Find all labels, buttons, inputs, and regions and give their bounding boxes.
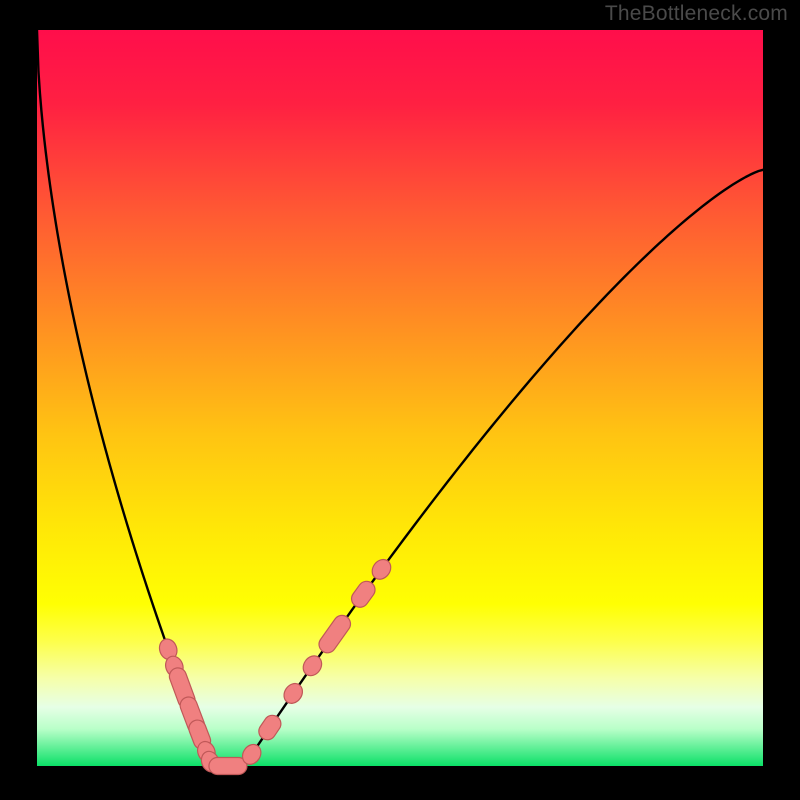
plot-area xyxy=(37,30,763,766)
watermark-text: TheBottleneck.com xyxy=(605,2,788,26)
chart-stage: TheBottleneck.com xyxy=(0,0,800,800)
marker xyxy=(209,758,247,775)
chart-svg xyxy=(0,0,800,800)
marker-pill xyxy=(209,758,247,775)
